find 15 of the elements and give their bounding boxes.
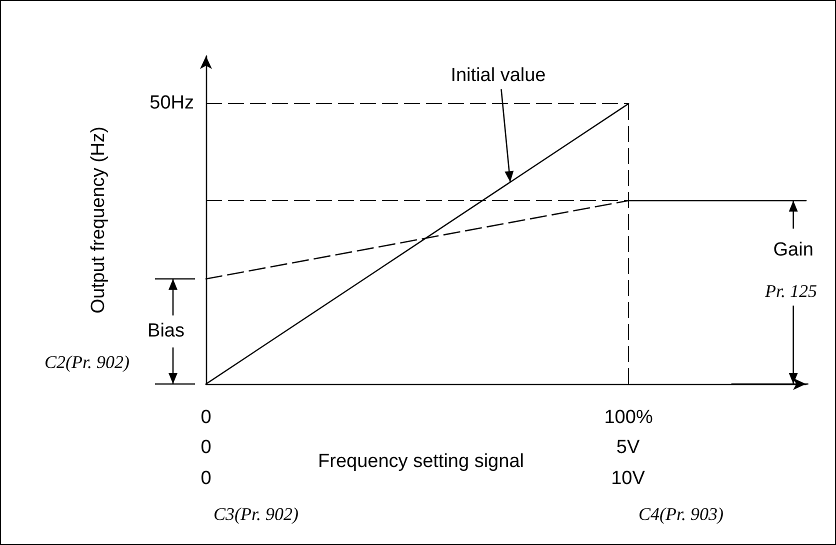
text: 10V bbox=[611, 468, 646, 490]
text: C3(Pr. 902) bbox=[214, 504, 299, 524]
annotation: Gain bbox=[773, 240, 814, 261]
annotation: Pr. 125 bbox=[764, 281, 818, 302]
text: C2(Pr. 902) bbox=[44, 352, 130, 372]
x-tick-label: 100% bbox=[604, 407, 653, 428]
annotation: Bias bbox=[148, 320, 184, 342]
text: 5V bbox=[616, 437, 640, 458]
text: 0 bbox=[200, 468, 212, 490]
annotation: Initial value bbox=[450, 65, 546, 86]
text: 0 bbox=[200, 437, 212, 458]
annotation: 50Hz bbox=[150, 92, 194, 114]
x-axis-title: Frequency setting signal bbox=[318, 451, 524, 472]
text: C4(Pr. 903) bbox=[638, 504, 724, 524]
y-axis-title: Output frequency (Hz) bbox=[88, 126, 109, 314]
